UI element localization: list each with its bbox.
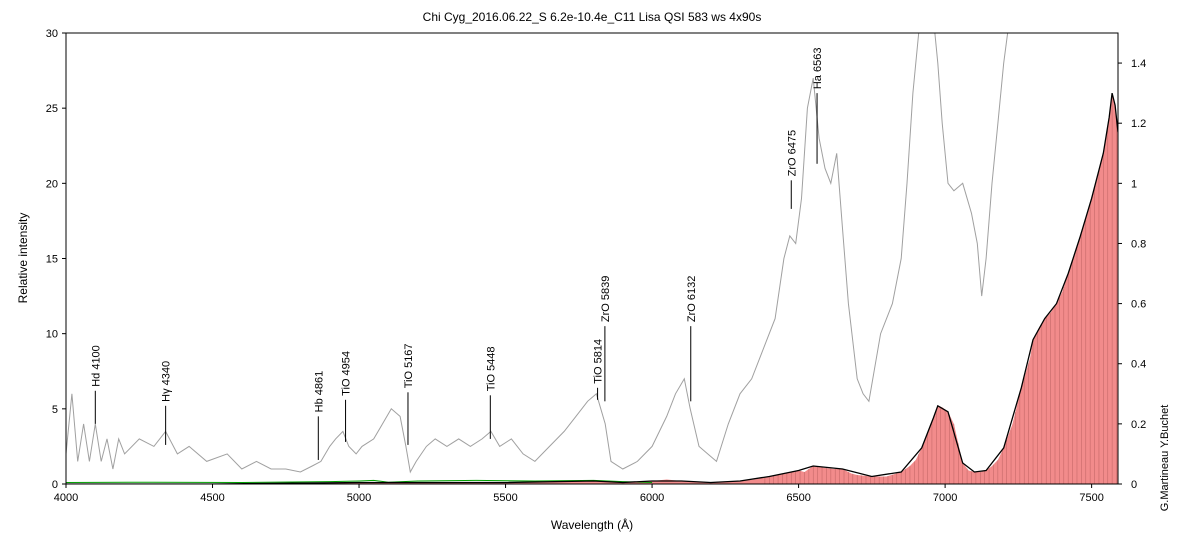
y-axis-left: 0 5 10 15 20 25 30 xyxy=(46,28,66,491)
annotation-label: ZrO 5839 xyxy=(600,276,612,322)
x-tick-label: 5500 xyxy=(493,492,517,504)
x-tick-label: 7500 xyxy=(1079,492,1103,504)
series-0-line xyxy=(66,33,920,474)
series-2-area xyxy=(66,93,1118,484)
x-tick-label: 6500 xyxy=(786,492,810,504)
x-axis: 4000 4500 5000 5500 6000 6500 7000 7500 xyxy=(54,484,1104,504)
series-4-line xyxy=(66,92,1118,484)
y-tick-label: 0 xyxy=(52,479,58,491)
x-tick-label: 4500 xyxy=(200,492,224,504)
y2-tick-label: 1 xyxy=(1131,178,1137,190)
annotation-label: TiO 5814 xyxy=(593,339,605,384)
y-tick-label: 20 xyxy=(46,178,58,190)
series-2-hatch xyxy=(764,93,1117,484)
chart-title: Chi Cyg_2016.06.22_S 6.2e-10.4e_C11 Lisa… xyxy=(423,10,762,24)
plot-frame xyxy=(65,32,1119,485)
annotation-label: Hb 4861 xyxy=(313,371,325,413)
plot-area xyxy=(66,33,1118,484)
y2-tick-label: 0.6 xyxy=(1131,299,1146,311)
x-axis-label: Wavelength (Å) xyxy=(551,517,633,532)
series-1-line xyxy=(934,33,1009,297)
y2-tick-label: 0.2 xyxy=(1131,419,1146,431)
annotation-label: Ha 6563 xyxy=(812,48,824,90)
y2-tick-label: 1.4 xyxy=(1131,58,1146,70)
y-tick-label: 10 xyxy=(46,329,58,341)
y2-tick-label: 0.8 xyxy=(1131,238,1146,250)
line-annotations: Hd 4100 Hγ 4340 Hb 4861 TiO 4954 TiO 5167 TiO… xyxy=(90,48,824,460)
y-tick-label: 15 xyxy=(46,254,58,266)
y2-tick-label: 0 xyxy=(1131,479,1137,491)
y2-tick-label: 1.2 xyxy=(1131,118,1146,130)
annotation-label: Hd 4100 xyxy=(90,345,102,387)
y-axis-label: Relative intensity xyxy=(16,213,30,304)
annotation-label: TiO 5167 xyxy=(403,343,415,388)
y-tick-label: 30 xyxy=(46,28,58,40)
annotation-label: TiO 4954 xyxy=(341,351,353,396)
annotation-label: Hγ 4340 xyxy=(161,361,173,402)
x-tick-label: 5000 xyxy=(347,492,371,504)
y-axis-right: 0 0.2 0.4 0.6 0.8 1 1.2 1.4 xyxy=(1118,58,1146,491)
annotation-label: TiO 5448 xyxy=(485,346,497,391)
y2-tick-label: 0.4 xyxy=(1131,359,1146,371)
x-tick-label: 7000 xyxy=(933,492,957,504)
x-tick-label: 6000 xyxy=(640,492,664,504)
y-tick-label: 5 xyxy=(52,404,58,416)
annotation-label: ZrO 6475 xyxy=(786,130,798,176)
credit-label: G.Martineau Y.Buchet xyxy=(1159,405,1171,512)
annotation-label: ZrO 6132 xyxy=(686,276,698,322)
x-tick-label: 4000 xyxy=(54,492,78,504)
y-tick-label: 25 xyxy=(46,103,58,115)
